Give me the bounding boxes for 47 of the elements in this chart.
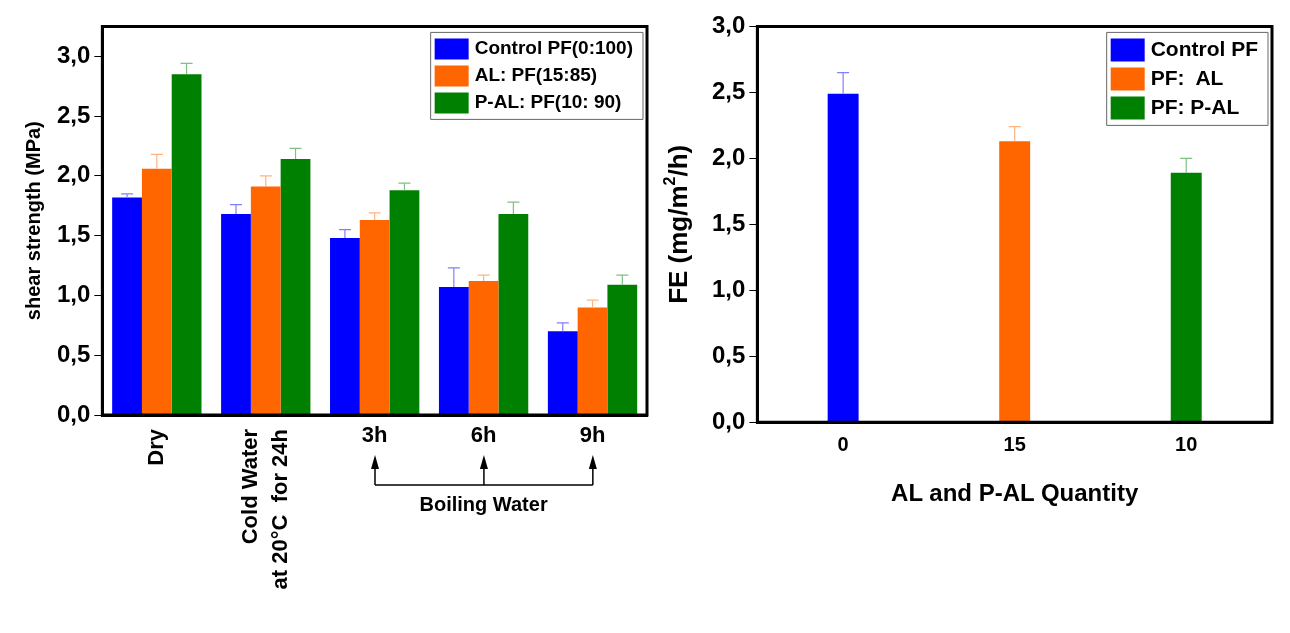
bar — [438, 287, 469, 415]
text: Boiling Water — [419, 492, 548, 515]
x-tick-label: 15 — [1003, 432, 1026, 455]
bar — [280, 159, 311, 415]
y-tick-label: 3,0 — [56, 40, 91, 68]
legend-label: P-AL: PF(10: 90) — [474, 91, 622, 113]
y-tick-label: 3,0 — [711, 11, 746, 39]
bar — [389, 190, 420, 415]
y-tick-label: 2,5 — [711, 76, 746, 104]
bar — [112, 197, 142, 415]
y-tick-label: 0,5 — [711, 340, 746, 368]
legend-label: Control PF(0:100) — [474, 37, 634, 59]
y-tick-label: 0,0 — [711, 406, 746, 434]
y-tick-label: 1,5 — [711, 208, 746, 236]
y-axis-title: FE (mg/m2/h) — [660, 144, 693, 304]
legend-label: Control PF — [1150, 36, 1259, 60]
bar — [171, 74, 202, 415]
x-tick-label: Dry — [142, 428, 168, 466]
bar — [330, 238, 360, 415]
x-tick-label: Cold Water at 20°C for 24h — [236, 428, 292, 590]
x-tick-label: 3h — [361, 422, 388, 448]
bar — [577, 307, 608, 415]
x-tick-label: 0 — [837, 432, 849, 455]
bar — [359, 220, 390, 415]
y-tick-label: 2,5 — [56, 100, 91, 128]
x-tick-label: 6h — [470, 422, 497, 448]
y-tick-label: 1,5 — [56, 220, 91, 248]
y-tick-label: 2,0 — [711, 142, 746, 170]
y-tick-label: 0,0 — [56, 399, 91, 427]
bar — [141, 168, 172, 415]
legend-label: PF: P-AL — [1150, 94, 1240, 118]
x-tick-label: 9h — [579, 422, 606, 448]
legend-label: PF: AL — [1150, 65, 1224, 89]
y-tick-label: 1,0 — [56, 280, 91, 308]
x-axis-title: AL and P-AL Quantity — [891, 479, 1139, 507]
legend-label: AL: PF(15:85) — [474, 64, 598, 86]
bar — [468, 281, 499, 415]
bar — [221, 214, 251, 415]
x-tick-label: 10 — [1175, 432, 1198, 455]
y-tick-label: 1,0 — [711, 274, 746, 302]
y-axis-title: shear strength (MPa) — [21, 121, 44, 321]
bar — [607, 284, 638, 415]
y-tick-label: 0,5 — [56, 339, 91, 367]
bar — [250, 186, 281, 415]
bar — [547, 331, 578, 415]
bar — [498, 214, 529, 415]
y-tick-label: 2,0 — [56, 160, 91, 188]
